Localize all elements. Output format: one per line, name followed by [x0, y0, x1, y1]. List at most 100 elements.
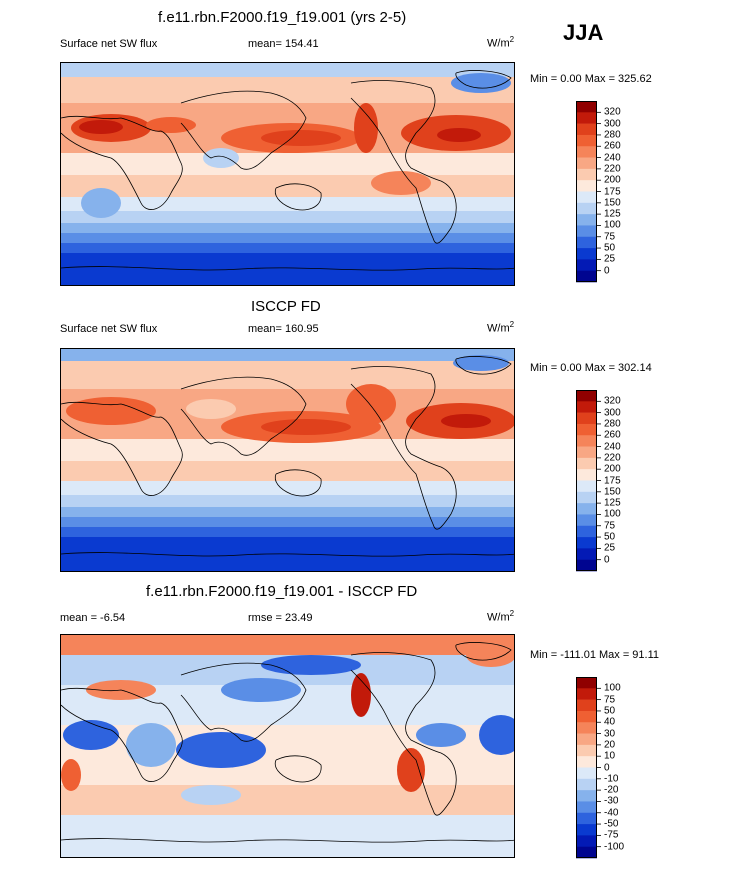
colorbar-tick-label: -40: [604, 807, 619, 819]
colorbar-border: [576, 390, 597, 571]
colorbar-tick-label: 150: [604, 486, 621, 498]
colorbar-tick-label: 75: [604, 694, 616, 706]
colorbar-swatch: [576, 202, 597, 215]
colorbar-swatch: [576, 157, 597, 170]
colorbar-swatch: [576, 123, 597, 136]
colorbar-tick-label: -50: [604, 818, 619, 830]
colorbar-tick-label: 125: [604, 208, 621, 220]
colorbar-tick-label: 25: [604, 542, 616, 554]
panel-1-title: f.e11.rbn.F2000.f19_f19.001 (yrs 2-5): [158, 9, 407, 26]
colorbar-swatch: [576, 812, 597, 825]
colorbar-swatch: [576, 180, 597, 192]
colorbar-tick-label: 100: [604, 219, 621, 231]
panel-3-min-max: Min = -111.01 Max = 91.11: [530, 649, 660, 661]
colorbar-swatch: [576, 790, 597, 802]
colorbar-tick-label: 280: [604, 418, 621, 430]
colorbar-tick-label: 100: [604, 682, 621, 694]
colorbar-swatch: [576, 146, 597, 158]
colorbar-tick-label: 25: [604, 253, 616, 265]
panel-3-colorbar: [576, 677, 601, 859]
colorbar-swatch: [576, 446, 597, 459]
colorbar-swatch: [576, 677, 597, 689]
panel-2-variable-label: Surface net SW flux: [60, 323, 158, 335]
colorbar-swatch: [576, 259, 597, 271]
colorbar-tick-label: 100: [604, 508, 621, 520]
panel-2-title: ISCCP FD: [251, 298, 321, 315]
panel-2-mean-label: mean= 160.95: [248, 323, 319, 335]
colorbar-swatch: [576, 457, 597, 470]
panel-1-min-max: Min = 0.00 Max = 325.62: [530, 73, 652, 85]
panel-2-map: [60, 348, 515, 572]
colorbar-swatch: [576, 469, 597, 481]
panel-1-colorbar: [576, 101, 601, 283]
colorbar-swatch: [576, 134, 597, 147]
colorbar-swatch: [576, 710, 597, 723]
panel-2-units: W/m2: [487, 320, 515, 335]
colorbar-swatch: [576, 801, 597, 814]
panel-3-title: f.e11.rbn.F2000.f19_f19.001 - ISCCP FD: [146, 583, 418, 600]
colorbar-swatch: [576, 423, 597, 436]
panel-1-mean-label: mean= 154.41: [248, 38, 319, 50]
colorbar-swatch: [576, 699, 597, 712]
colorbar-swatch: [576, 480, 597, 493]
colorbar-swatch: [576, 756, 597, 768]
colorbar-swatch: [576, 101, 597, 113]
colorbar-tick-label: 75: [604, 231, 616, 243]
colorbar-swatch: [576, 767, 597, 780]
colorbar-tick-label: 175: [604, 186, 621, 197]
colorbar-tick-label: 150: [604, 197, 621, 209]
colorbar-swatch: [576, 846, 597, 859]
colorbar-swatch: [576, 835, 597, 847]
colorbar-tick-label: 50: [604, 242, 616, 254]
panel-1-units: W/m2: [487, 35, 515, 50]
colorbar-swatch: [576, 390, 597, 402]
colorbar-swatch: [576, 191, 597, 204]
colorbar-tick-label: 20: [604, 739, 616, 751]
colorbar-tick-label: 50: [604, 705, 616, 717]
colorbar-tick-label: 75: [604, 520, 616, 532]
colorbar-tick-label: 0: [604, 265, 610, 277]
colorbar-swatch: [576, 225, 597, 238]
colorbar-swatch: [576, 559, 597, 572]
colorbar-swatch: [576, 548, 597, 560]
colorbar-tick-label: 50: [604, 531, 616, 543]
colorbar-tick-label: 0: [604, 762, 610, 773]
colorbar-swatch: [576, 688, 597, 700]
panel-1-variable-label: Surface net SW flux: [60, 38, 158, 50]
colorbar-tick-label: 200: [604, 174, 621, 186]
colorbar-tick-label: -100: [604, 841, 625, 853]
colorbar-tick-label: 30: [604, 728, 616, 740]
panel-3-map: [60, 634, 515, 858]
colorbar-tick-label: 220: [604, 452, 621, 464]
colorbar-swatch: [576, 236, 597, 249]
colorbar-swatch: [576, 722, 597, 734]
colorbar-tick-label: -20: [604, 784, 619, 796]
colorbar-tick-label: 125: [604, 497, 621, 509]
colorbar-tick-label: -10: [604, 773, 619, 785]
colorbar-swatch: [576, 503, 597, 515]
colorbar-swatch: [576, 491, 597, 504]
colorbar-tick-label: 260: [604, 429, 621, 441]
colorbar-tick-label: -30: [604, 795, 619, 807]
colorbar-tick-label: 240: [604, 152, 621, 164]
colorbar-swatch: [576, 168, 597, 181]
colorbar-swatch: [576, 733, 597, 746]
colorbar-swatch: [576, 778, 597, 791]
colorbar-tick-label: 260: [604, 140, 621, 152]
colorbar-swatch: [576, 435, 597, 447]
colorbar-tick-label: 10: [604, 750, 616, 762]
colorbar-swatch: [576, 525, 597, 538]
colorbar-swatch: [576, 248, 597, 260]
colorbar-swatch: [576, 401, 597, 413]
panel-3-mean-label: mean = -6.54: [60, 612, 126, 624]
colorbar-swatch: [576, 214, 597, 226]
colorbar-tick-label: 0: [604, 554, 610, 566]
colorbar-swatch: [576, 412, 597, 425]
season-label: JJA: [563, 20, 604, 45]
colorbar-tick-label: 240: [604, 441, 621, 453]
colorbar-swatch: [576, 744, 597, 757]
panel-3-rmse-label: rmse = 23.49: [248, 612, 313, 624]
colorbar-swatch: [576, 270, 597, 283]
colorbar-swatch: [576, 537, 597, 549]
colorbar-tick-label: 40: [604, 716, 616, 728]
